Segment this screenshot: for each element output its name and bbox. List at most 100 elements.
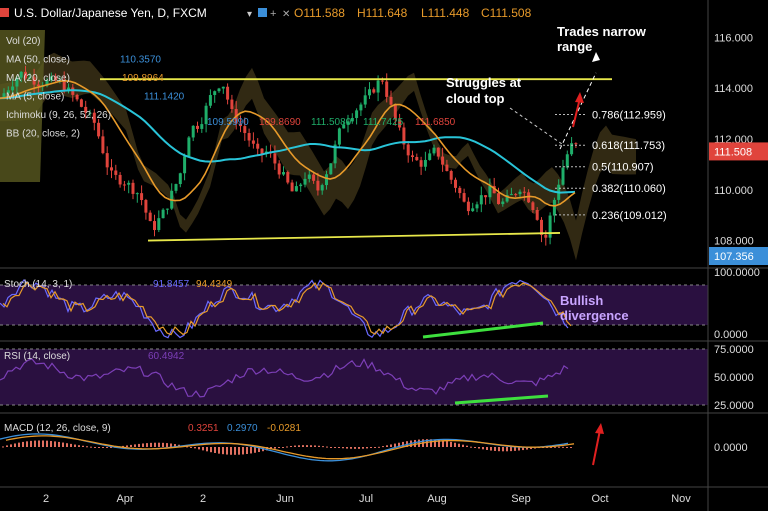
candle-body bbox=[75, 94, 79, 100]
macd-histogram-bar bbox=[478, 447, 480, 449]
rsi-tick-label: 25.0000 bbox=[714, 400, 754, 412]
candle-body bbox=[92, 112, 96, 123]
macd-histogram-bar bbox=[106, 447, 108, 448]
macd-histogram-bar bbox=[138, 443, 140, 447]
candle-body bbox=[454, 179, 457, 188]
add-icon[interactable]: + bbox=[270, 8, 276, 20]
candle-body bbox=[105, 153, 109, 168]
price-pane[interactable]: 0.786(112.959) 0.618(111.753) 0.5(110.907)… bbox=[0, 30, 667, 261]
candle-body bbox=[24, 71, 27, 79]
candle-body bbox=[213, 91, 217, 96]
candle-body bbox=[79, 99, 83, 107]
macd-label: MACD (12, 26, close, 9) bbox=[4, 423, 111, 434]
price-axis[interactable]: 116.000114.000112.000110.000108.000111.5… bbox=[709, 32, 768, 265]
candle-body bbox=[200, 124, 204, 129]
macd-histogram-bar bbox=[390, 444, 392, 447]
candle-body bbox=[380, 80, 384, 82]
candle-body bbox=[28, 77, 32, 79]
symbol-title[interactable]: U.S. Dollar/Japanese Yen, D, FXCM bbox=[14, 6, 207, 20]
macd-histogram-bar bbox=[438, 439, 440, 447]
macd-value-1: 0.3251 bbox=[188, 423, 219, 434]
annotation-struggles-1: Struggles at bbox=[446, 75, 522, 90]
cloud-top-pointer bbox=[509, 107, 563, 145]
macd-histogram-bar bbox=[194, 447, 196, 449]
chevron-down-icon[interactable]: ▾ bbox=[247, 9, 252, 20]
macd-histogram-bar bbox=[98, 447, 100, 448]
macd-histogram-bar bbox=[2, 446, 4, 448]
collapse-icon[interactable] bbox=[0, 8, 9, 17]
macd-histogram-bar bbox=[350, 447, 352, 449]
candle-body bbox=[217, 88, 221, 92]
indicator-legend: Vol (20) MA (50, close) 110.3570 MA (20, cl… bbox=[6, 36, 456, 140]
candle-body bbox=[406, 144, 410, 156]
ohlc-close: C111.508 bbox=[481, 6, 532, 20]
time-axis[interactable]: 2 Apr 2 Jun Jul Aug Sep Oct Nov bbox=[43, 493, 691, 505]
macd-histogram-bar bbox=[90, 446, 92, 448]
candle-body bbox=[247, 133, 251, 141]
candle-body bbox=[178, 173, 182, 185]
candle-body bbox=[101, 136, 105, 154]
macd-histogram-bar bbox=[62, 442, 64, 447]
candle-body bbox=[428, 153, 432, 160]
candle-body bbox=[316, 180, 320, 191]
candle-body bbox=[183, 156, 187, 174]
rsi-line bbox=[0, 358, 569, 398]
candle-body bbox=[355, 110, 359, 118]
macd-pane[interactable]: 0.0000 bbox=[0, 423, 748, 466]
candle-body bbox=[282, 172, 285, 175]
macd-histogram-bar bbox=[394, 443, 396, 447]
candle-body bbox=[441, 156, 445, 165]
macd-histogram-bar bbox=[234, 447, 236, 455]
macd-histogram-bar bbox=[310, 445, 312, 447]
candle-body bbox=[54, 76, 58, 81]
candle-body bbox=[11, 86, 15, 91]
candle-body bbox=[479, 195, 483, 205]
macd-histogram-bar bbox=[14, 443, 16, 447]
macd-histogram-bar bbox=[494, 447, 496, 451]
stoch-tick-label: 100.0000 bbox=[714, 267, 760, 279]
legend-value: 110.3570 bbox=[120, 55, 161, 66]
candle-body bbox=[290, 182, 294, 192]
macd-histogram-bar bbox=[214, 447, 216, 453]
macd-histogram-bar bbox=[374, 447, 376, 448]
rsi-value: 60.4942 bbox=[148, 351, 185, 362]
macd-histogram-bar bbox=[466, 445, 468, 447]
settings-icon[interactable] bbox=[258, 8, 267, 17]
macd-histogram-bar bbox=[78, 445, 80, 447]
macd-histogram-bar bbox=[566, 447, 568, 448]
candle-body bbox=[6, 90, 10, 94]
close-icon[interactable]: ✕ bbox=[282, 9, 290, 20]
candle-body bbox=[307, 174, 311, 179]
price-tick-label: 116.000 bbox=[714, 32, 753, 44]
macd-histogram-bar bbox=[470, 446, 472, 448]
rsi-pane[interactable]: 75.0000 50.0000 25.0000 bbox=[0, 344, 754, 412]
macd-histogram-bar bbox=[154, 442, 156, 447]
macd-histogram-bar bbox=[382, 446, 384, 448]
macd-histogram-bar bbox=[446, 441, 448, 447]
macd-histogram-bar bbox=[414, 439, 416, 447]
macd-histogram-bar bbox=[398, 442, 400, 447]
macd-histogram-bar bbox=[250, 447, 252, 454]
candle-body bbox=[522, 191, 526, 193]
candle-body bbox=[570, 143, 574, 155]
candle-body bbox=[531, 202, 535, 210]
macd-histogram-bar bbox=[206, 447, 208, 452]
stoch-pane[interactable]: 100.0000 0.0000 bbox=[0, 267, 760, 341]
candle-body bbox=[303, 178, 307, 185]
macd-histogram-bar bbox=[426, 439, 428, 447]
macd-histogram-bar bbox=[34, 440, 36, 447]
candle-body bbox=[363, 95, 367, 105]
candle-body bbox=[505, 195, 509, 202]
macd-histogram-bar bbox=[474, 447, 476, 448]
stoch-d-value: 94.4349 bbox=[196, 279, 233, 290]
macd-histogram-bar bbox=[442, 440, 444, 447]
macd-histogram-bar bbox=[134, 444, 136, 447]
legend-value: 111.1420 bbox=[144, 92, 185, 103]
candle-body bbox=[436, 147, 440, 157]
macd-histogram-bar bbox=[166, 443, 168, 447]
macd-histogram-bar bbox=[326, 446, 328, 448]
ichimoku-value: 111.7425 bbox=[363, 117, 404, 128]
candle-body bbox=[62, 79, 66, 92]
candle-body bbox=[411, 155, 414, 157]
